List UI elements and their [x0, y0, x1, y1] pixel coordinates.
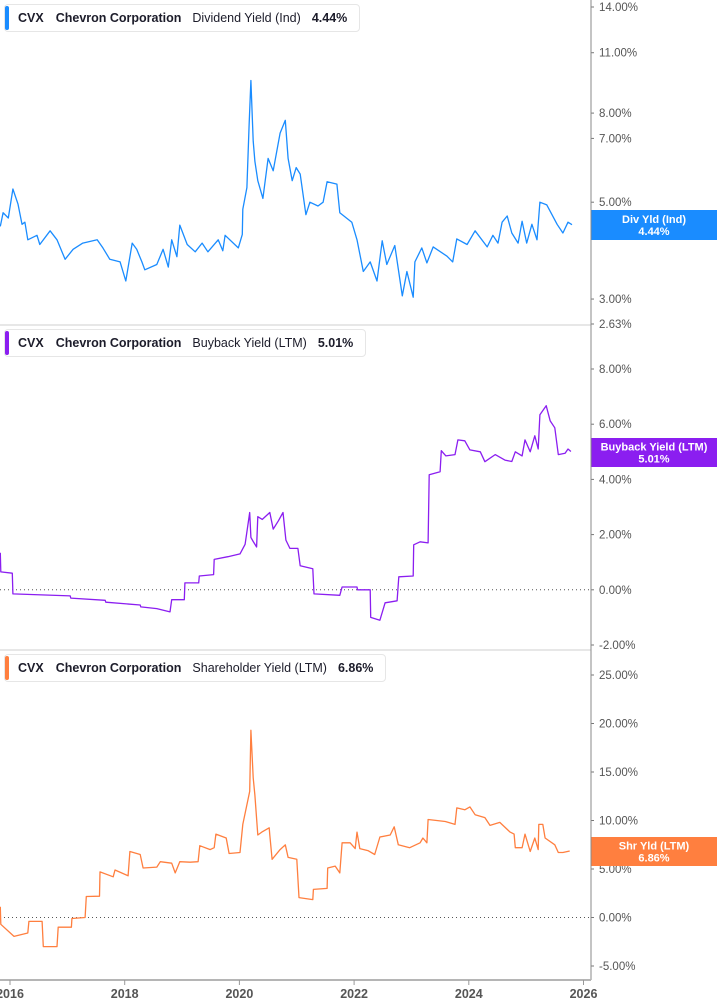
- legend-shareholder-yield: CVX Chevron Corporation Shareholder Yiel…: [4, 654, 387, 682]
- y-tick-label: 20.00%: [599, 719, 638, 731]
- x-tick-label: 2020: [225, 987, 253, 1001]
- y-tick-label: 10.00%: [599, 816, 638, 828]
- y-tick-label: 8.00%: [599, 364, 632, 376]
- y-tick-label: 0.00%: [599, 585, 632, 597]
- panel-2: 8.00% 6.00% 4.00% 2.00% 0.00% -2.00% Buyback Y…: [0, 364, 717, 652]
- y-tick-label: 5.00%: [599, 197, 632, 209]
- legend-value: 4.44%: [311, 11, 348, 25]
- y-tick-label: 4.00%: [599, 474, 632, 486]
- series-color-marker: [5, 656, 9, 680]
- y-tick-label: -2.00%: [599, 640, 635, 652]
- y-tick-label: 25.00%: [599, 670, 638, 682]
- x-tick-label: 2022: [340, 987, 368, 1001]
- legend-company: Chevron Corporation: [55, 661, 182, 675]
- legend-buyback-yield: CVX Chevron Corporation Buyback Yield (L…: [4, 329, 367, 357]
- legend-value: 5.01%: [317, 336, 354, 350]
- series-color-marker: [5, 6, 9, 30]
- series-line-dividend-yield-ind: [0, 79, 573, 298]
- legend-ticker: CVX: [18, 661, 44, 675]
- panel-1: 14.00% 11.00% 8.00% 7.00% 5.00% 3.00% 2.63% Div…: [0, 2, 717, 331]
- y-tick-label: 8.00%: [599, 108, 632, 120]
- legend-value: 6.86%: [337, 661, 374, 675]
- y-tick-label: 3.00%: [599, 294, 632, 306]
- x-tick-label: 2016: [0, 987, 24, 1001]
- y-tick-label: 7.00%: [599, 133, 632, 145]
- x-tick-label: 2024: [455, 987, 483, 1001]
- value-badge-label: Buyback Yield (LTM): [601, 442, 708, 454]
- value-badge-label: Div Yld (Ind): [622, 214, 686, 226]
- y-tick-label: 14.00%: [599, 2, 638, 14]
- legend-company: Chevron Corporation: [55, 11, 182, 25]
- legend-company: Chevron Corporation: [55, 336, 182, 350]
- value-badge-value: 6.86%: [638, 853, 669, 865]
- y-tick-label: -5.00%: [599, 961, 635, 973]
- value-badge: [591, 210, 717, 240]
- y-tick-label: 0.00%: [599, 913, 632, 925]
- value-badge-label: Shr Yld (LTM): [619, 841, 690, 853]
- legend-metric: Shareholder Yield (LTM): [192, 661, 327, 675]
- x-tick-label: 2018: [111, 987, 139, 1001]
- value-badge: [591, 438, 717, 467]
- y-tick-label: 6.00%: [599, 419, 632, 431]
- legend-dividend-yield: CVX Chevron Corporation Dividend Yield (…: [4, 4, 361, 32]
- legend-ticker: CVX: [18, 336, 44, 350]
- value-badge-value: 4.44%: [638, 226, 669, 238]
- legend-metric: Buyback Yield (LTM): [192, 336, 307, 350]
- legend-metric: Dividend Yield (Ind): [192, 11, 301, 25]
- y-tick-label: 15.00%: [599, 767, 638, 779]
- y-tick-label: 2.63%: [599, 319, 632, 331]
- y-tick-label: 2.00%: [599, 530, 632, 542]
- value-badge: [591, 837, 717, 866]
- series-line-shareholder-yield-ltm: [0, 729, 570, 948]
- series-line-buyback-yield-ltm: [0, 405, 572, 621]
- value-badge-value: 5.01%: [638, 454, 669, 466]
- legend-ticker: CVX: [18, 11, 44, 25]
- y-tick-label: 11.00%: [599, 48, 637, 60]
- series-color-marker: [5, 331, 9, 355]
- x-tick-label: 2026: [570, 987, 598, 1001]
- panel-3: 25.00% 20.00% 15.00% 10.00% 5.00% 0.00% -5.00%…: [0, 670, 717, 973]
- y-tick-label: 5.00%: [599, 864, 632, 876]
